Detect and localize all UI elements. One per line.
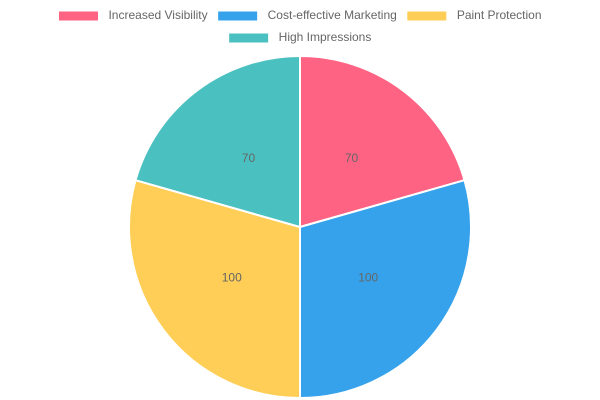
legend-item: Paint Protection bbox=[406, 8, 542, 22]
data-label: 100 bbox=[358, 271, 378, 285]
legend-swatch bbox=[57, 10, 99, 22]
data-label: 70 bbox=[242, 151, 256, 165]
legend-swatch bbox=[217, 10, 259, 22]
pie-slice bbox=[299, 178, 472, 400]
data-label: 100 bbox=[222, 271, 242, 285]
legend-swatch bbox=[406, 10, 448, 22]
legend-item: Increased Visibility bbox=[57, 8, 208, 22]
legend-label: Paint Protection bbox=[457, 8, 542, 22]
pie-slice bbox=[128, 178, 301, 400]
legend-label: Cost-effective Marketing bbox=[268, 8, 397, 22]
legend-label: High Impressions bbox=[279, 30, 372, 44]
pie-slice bbox=[299, 54, 466, 229]
legend-swatch bbox=[228, 32, 270, 44]
legend-item: Cost-effective Marketing bbox=[217, 8, 397, 22]
legend-label: Increased Visibility bbox=[108, 8, 207, 22]
legend-item: High Impressions bbox=[228, 30, 372, 44]
data-label: 70 bbox=[345, 151, 359, 165]
pie-slice bbox=[134, 54, 301, 229]
